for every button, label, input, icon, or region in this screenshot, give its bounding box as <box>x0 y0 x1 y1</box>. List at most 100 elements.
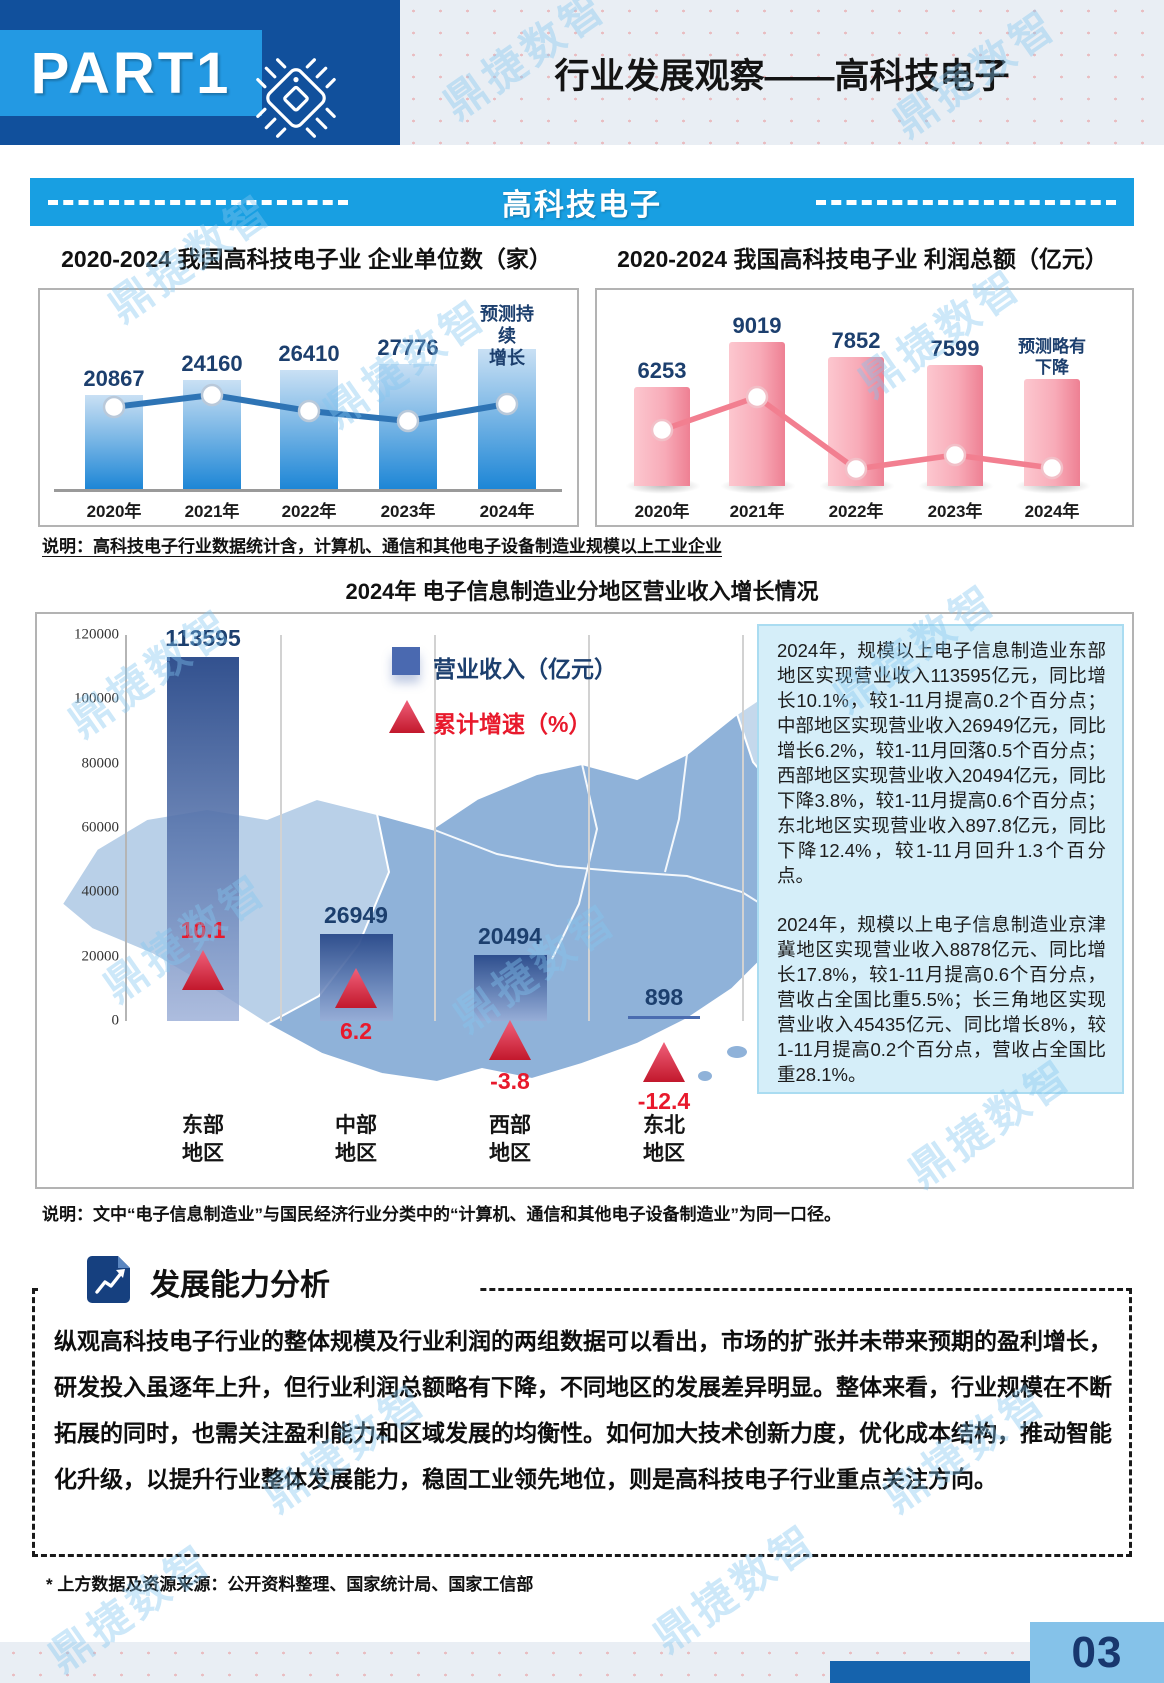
region-category-line: 地区 <box>489 1142 531 1165</box>
x-tick: 2020年 <box>634 502 690 521</box>
page-number: 03 <box>1071 1627 1123 1677</box>
x-tick: 2022年 <box>828 502 884 521</box>
banner-dash-left <box>48 200 348 205</box>
bar-units-2022 <box>280 370 338 489</box>
header-background <box>400 0 1164 145</box>
y-tick: 120000 <box>74 626 119 643</box>
line-marker <box>495 392 519 416</box>
gridline <box>280 635 282 1021</box>
growth-rate: 6.2 <box>340 1018 372 1044</box>
chart-title-region: 2024年 电子信息制造业分地区营业收入增长情况 <box>345 579 819 604</box>
page-number-box: 03 <box>1030 1622 1164 1683</box>
x-tick: 2024年 <box>479 502 535 521</box>
part-label-box: PART1 <box>0 30 262 116</box>
line-marker <box>943 443 967 467</box>
chart-note-1: 说明：高科技电子行业数据统计含，计算机、通信和其他电子设备制造业规模以上工业企业 <box>42 537 722 556</box>
x-tick: 2022年 <box>281 502 337 521</box>
line-marker <box>650 418 674 442</box>
line-marker <box>102 395 126 419</box>
region-value: 26949 <box>324 902 388 928</box>
summary-paragraph-2: 2024年，规模以上电子信息制造业京津冀地区实现营业收入8878亿元、同比增长1… <box>777 914 1106 1085</box>
line-marker <box>844 457 868 481</box>
chart-profit-panel: 6253 9019 7852 7599 预测略有 下降 2020年 2021年 … <box>595 288 1134 527</box>
gridline <box>742 635 744 1021</box>
x-tick: 2021年 <box>729 502 785 521</box>
region-category: 东部 地区 <box>182 1112 224 1168</box>
line-marker <box>297 399 321 423</box>
x-tick: 2024年 <box>1024 502 1080 521</box>
chart-units-panel: 20867 24160 26410 27776 预测持续 增长 2020年 20… <box>38 288 579 527</box>
y-tick: 20000 <box>81 948 120 965</box>
bar-profit-2021 <box>729 342 785 486</box>
region-category-line: 地区 <box>335 1142 377 1165</box>
chart-region-panel: 120000 100000 80000 60000 40000 20000 0 … <box>35 612 1134 1189</box>
analysis-box <box>32 1288 1132 1557</box>
bar-value-label: 26410 <box>278 341 340 366</box>
bar-region-west <box>474 955 547 1021</box>
region-category-line: 中部 <box>335 1114 377 1137</box>
x-tick: 2023年 <box>380 502 436 521</box>
bar-value-label: 9019 <box>732 313 782 338</box>
x-tick: 2020年 <box>86 502 142 521</box>
part-label: PART1 <box>30 40 232 106</box>
region-summary-box: 2024年，规模以上电子信息制造业东部地区实现营业收入113595亿元，同比增长… <box>757 624 1124 1094</box>
legend-label-growth: 累计增速（%） <box>433 711 592 737</box>
bar-value-label: 20867 <box>83 366 145 391</box>
forecast-label: 预测略有 下降 <box>1018 337 1086 377</box>
region-value: 898 <box>644 984 684 1010</box>
forecast-label: 预测持续 增长 <box>480 304 534 368</box>
gridline <box>434 635 436 1021</box>
trend-line-profit <box>650 385 1064 481</box>
growth-rate: 10.1 <box>180 917 226 943</box>
x-tick: 2021年 <box>184 502 240 521</box>
chart-note-2: 说明：文中“电子信息制造业”与国民经济行业分类中的“计算机、通信和其他电子设备制… <box>42 1205 841 1224</box>
region-category-line: 西部 <box>489 1114 531 1137</box>
region-value: 113595 <box>165 625 241 651</box>
bar-value-label: 7852 <box>831 328 881 353</box>
y-tick: 0 <box>111 1012 120 1029</box>
bar-value-label: 6253 <box>637 358 687 383</box>
page-title: 行业发展观察——高科技电子 <box>554 57 1010 96</box>
chip-icon <box>256 58 336 138</box>
x-tick: 2023年 <box>927 502 983 521</box>
bar-value-label: 27776 <box>377 335 439 360</box>
trend-doc-icon <box>87 1256 130 1303</box>
y-tick: 40000 <box>81 883 120 900</box>
section-banner-label: 高科技电子 <box>502 189 662 222</box>
summary-paragraph-1: 2024年，规模以上电子信息制造业东部地区实现营业收入113595亿元，同比增长… <box>777 640 1106 886</box>
section-banner: 高科技电子 <box>30 178 1134 226</box>
growth-rate: -12.4 <box>637 1088 691 1114</box>
y-tick: 80000 <box>81 755 120 772</box>
growth-rate: -3.8 <box>490 1068 530 1094</box>
region-category-line: 东北 <box>643 1114 685 1137</box>
analysis-heading: 发展能力分析 <box>150 1269 330 1302</box>
line-marker <box>396 409 420 433</box>
banner-dash-right <box>816 200 1116 205</box>
chart-title-units: 2020-2024 我国高科技电子业 企业单位数（家） <box>61 246 552 272</box>
data-source-note: * 上方数据及资源来源：公开资料整理、国家统计局、国家工信部 <box>46 1575 534 1594</box>
y-tick: 100000 <box>74 690 119 707</box>
legend-label-revenue: 营业收入（亿元） <box>433 656 617 682</box>
legend-swatch-revenue <box>392 647 420 675</box>
region-category: 中部 地区 <box>335 1112 377 1168</box>
gridline <box>588 635 590 1021</box>
trend-line-units <box>102 383 519 433</box>
region-category: 东北 地区 <box>643 1112 685 1168</box>
region-category-line: 地区 <box>643 1142 685 1165</box>
chart-title-profit: 2020-2024 我国高科技电子业 利润总额（亿元） <box>617 246 1108 272</box>
bar-value-label: 24160 <box>181 351 243 376</box>
region-value: 20494 <box>478 923 542 949</box>
y-axis-line <box>125 635 127 1021</box>
line-marker <box>1040 456 1064 480</box>
analysis-body: 纵观高科技电子行业的整体规模及行业利润的两组数据可以看出，市场的扩张并未带来预期… <box>54 1328 1112 1492</box>
line-marker <box>745 385 769 409</box>
bar-units-2024 <box>478 349 536 489</box>
bar-value-label: 7599 <box>930 336 980 361</box>
region-category: 西部 地区 <box>489 1112 531 1168</box>
region-category-line: 地区 <box>182 1142 224 1165</box>
x-axis-line <box>54 489 562 492</box>
line-marker <box>200 383 224 407</box>
y-tick: 60000 <box>81 819 120 836</box>
region-category-line: 东部 <box>182 1114 224 1137</box>
